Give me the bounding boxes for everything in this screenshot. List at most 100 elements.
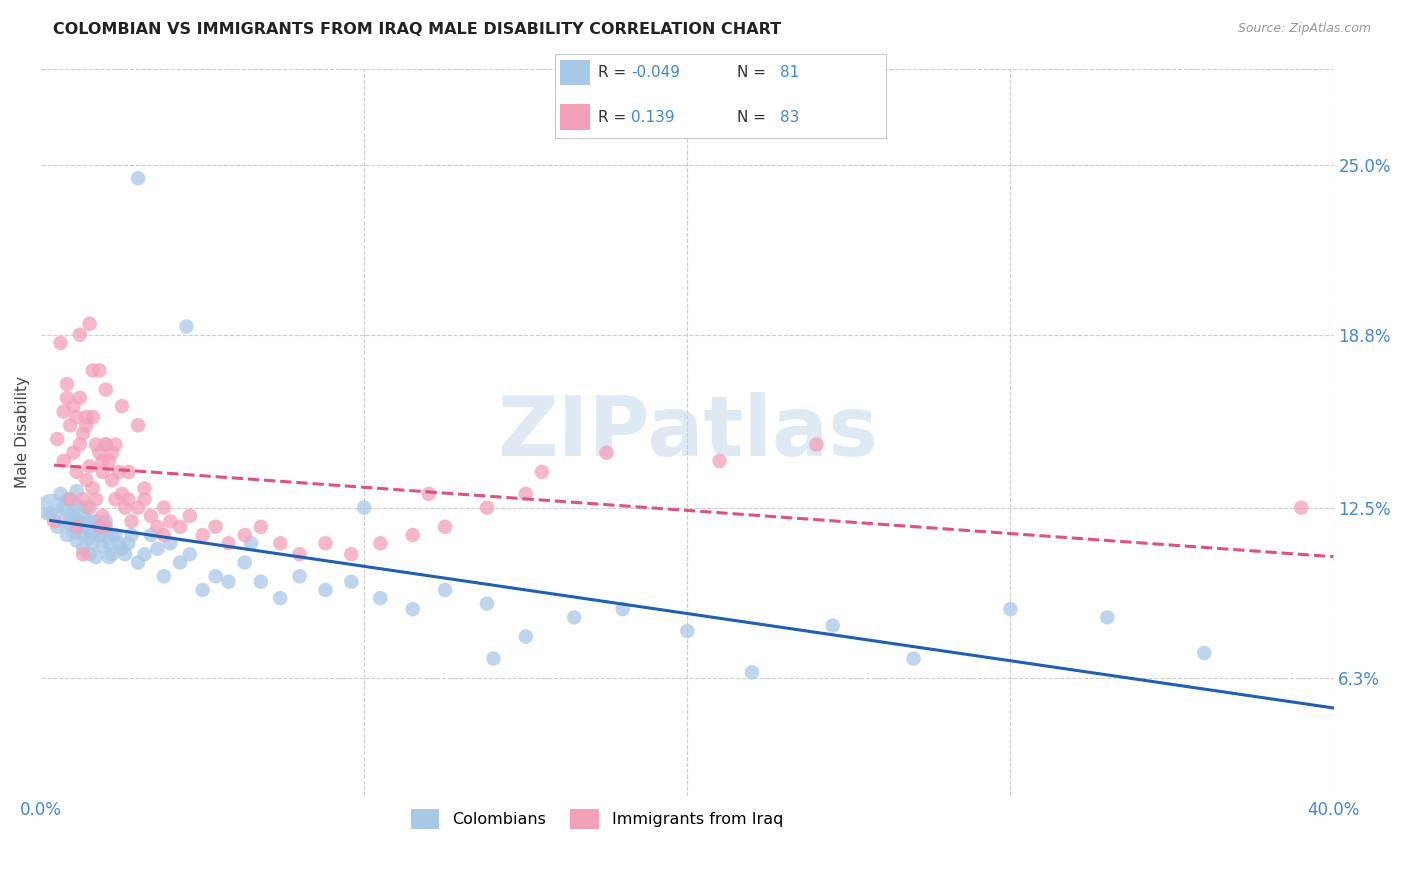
Point	[250, 574, 273, 589]
Point	[612, 602, 634, 616]
Point	[66, 520, 89, 534]
Point	[39, 500, 62, 515]
Point	[515, 487, 537, 501]
Point	[104, 437, 127, 451]
Point	[562, 610, 585, 624]
Point	[111, 399, 134, 413]
Point	[475, 597, 498, 611]
Point	[676, 624, 699, 638]
Point	[101, 547, 124, 561]
Point	[159, 514, 181, 528]
Point	[240, 536, 263, 550]
Point	[72, 492, 94, 507]
Point	[153, 500, 176, 515]
Point	[82, 363, 104, 377]
Point	[91, 525, 114, 540]
Text: Source: ZipAtlas.com: Source: ZipAtlas.com	[1237, 22, 1371, 36]
Point	[101, 473, 124, 487]
Point	[121, 514, 143, 528]
Point	[370, 591, 392, 606]
Point	[89, 363, 111, 377]
Point	[49, 487, 72, 501]
Point	[1194, 646, 1216, 660]
Point	[433, 520, 456, 534]
Point	[179, 508, 201, 523]
Point	[75, 500, 97, 515]
Point	[191, 528, 214, 542]
Point	[314, 582, 336, 597]
Point	[250, 520, 273, 534]
Point	[134, 482, 156, 496]
Point	[134, 492, 156, 507]
Text: 81: 81	[780, 65, 799, 80]
Point	[82, 536, 104, 550]
Point	[52, 500, 75, 515]
Point	[107, 465, 129, 479]
Point	[139, 528, 162, 542]
Point	[418, 487, 440, 501]
Point	[153, 528, 176, 542]
Point	[75, 410, 97, 425]
Point	[402, 602, 425, 616]
Point	[39, 506, 62, 520]
Point	[62, 399, 84, 413]
Point	[62, 503, 84, 517]
Point	[84, 437, 107, 451]
Text: R =: R =	[599, 110, 631, 125]
Y-axis label: Male Disability: Male Disability	[15, 376, 30, 488]
Point	[91, 539, 114, 553]
Point	[1097, 610, 1119, 624]
Point	[139, 508, 162, 523]
Point	[79, 317, 101, 331]
Point	[72, 541, 94, 556]
FancyBboxPatch shape	[561, 104, 591, 130]
Point	[104, 528, 127, 542]
Text: R =: R =	[599, 65, 631, 80]
Point	[52, 454, 75, 468]
Point	[903, 651, 925, 665]
Point	[84, 514, 107, 528]
Point	[97, 549, 120, 564]
Point	[79, 547, 101, 561]
Point	[94, 437, 117, 451]
Point	[530, 465, 553, 479]
Point	[741, 665, 763, 680]
Point	[153, 569, 176, 583]
Point	[340, 547, 363, 561]
Text: N =: N =	[737, 65, 770, 80]
Point	[218, 574, 240, 589]
Point	[89, 520, 111, 534]
Point	[353, 500, 375, 515]
Point	[89, 528, 111, 542]
Point	[134, 547, 156, 561]
Point	[218, 536, 240, 550]
Point	[56, 492, 79, 507]
Point	[104, 492, 127, 507]
Point	[72, 528, 94, 542]
Point	[515, 630, 537, 644]
Point	[46, 432, 69, 446]
Point	[269, 591, 291, 606]
Point	[114, 500, 136, 515]
Point	[101, 528, 124, 542]
Point	[169, 520, 191, 534]
Point	[127, 418, 149, 433]
Text: ZIPatlas: ZIPatlas	[496, 392, 877, 473]
Point	[1289, 500, 1312, 515]
Point	[91, 454, 114, 468]
Point	[62, 511, 84, 525]
Point	[370, 536, 392, 550]
Point	[269, 536, 291, 550]
Point	[117, 465, 139, 479]
Point	[52, 404, 75, 418]
Point	[475, 500, 498, 515]
Point	[89, 520, 111, 534]
Point	[111, 487, 134, 501]
Point	[66, 465, 89, 479]
Point	[94, 520, 117, 534]
Point	[82, 410, 104, 425]
Point	[84, 549, 107, 564]
Point	[433, 582, 456, 597]
Point	[59, 508, 82, 523]
Point	[94, 514, 117, 528]
